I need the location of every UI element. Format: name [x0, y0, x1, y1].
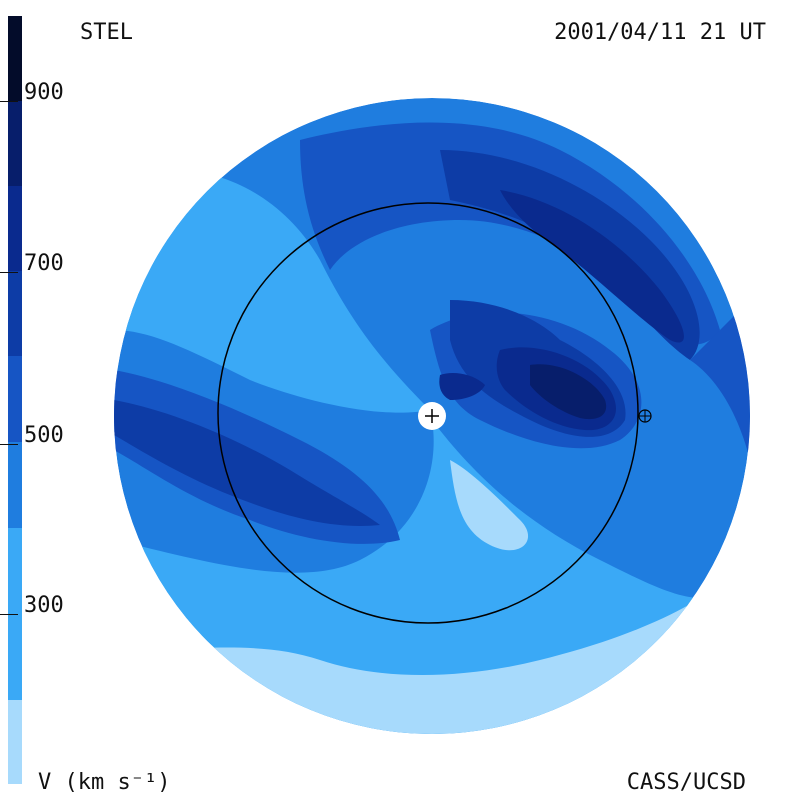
scale-tick-label: 700 — [24, 251, 64, 276]
color-scale-segment — [8, 101, 22, 186]
scale-tick-label: 900 — [24, 80, 64, 105]
color-scale-segment — [8, 442, 22, 528]
units-label: V (km s⁻¹) — [38, 770, 171, 795]
scale-tick: 500 — [0, 425, 64, 447]
earth-marker — [638, 409, 652, 423]
color-scale-segment — [8, 356, 22, 442]
color-scale-segment — [8, 271, 22, 356]
scale-tick-label: 300 — [24, 593, 64, 618]
timestamp: 2001/04/11 21 UT — [554, 20, 766, 45]
earth-orbit — [217, 202, 639, 624]
scale-tick-label: 500 — [24, 423, 64, 448]
scale-tick: 700 — [0, 253, 64, 275]
color-scale-segment — [8, 186, 22, 271]
sun-marker — [418, 402, 446, 430]
color-scale-segment — [8, 16, 22, 101]
scale-tick: 900 — [0, 82, 64, 104]
scale-tick: 300 — [0, 595, 64, 617]
title-left: STEL — [80, 20, 133, 45]
credit-label: CASS/UCSD — [626, 770, 746, 795]
color-scale-segment — [8, 700, 22, 784]
